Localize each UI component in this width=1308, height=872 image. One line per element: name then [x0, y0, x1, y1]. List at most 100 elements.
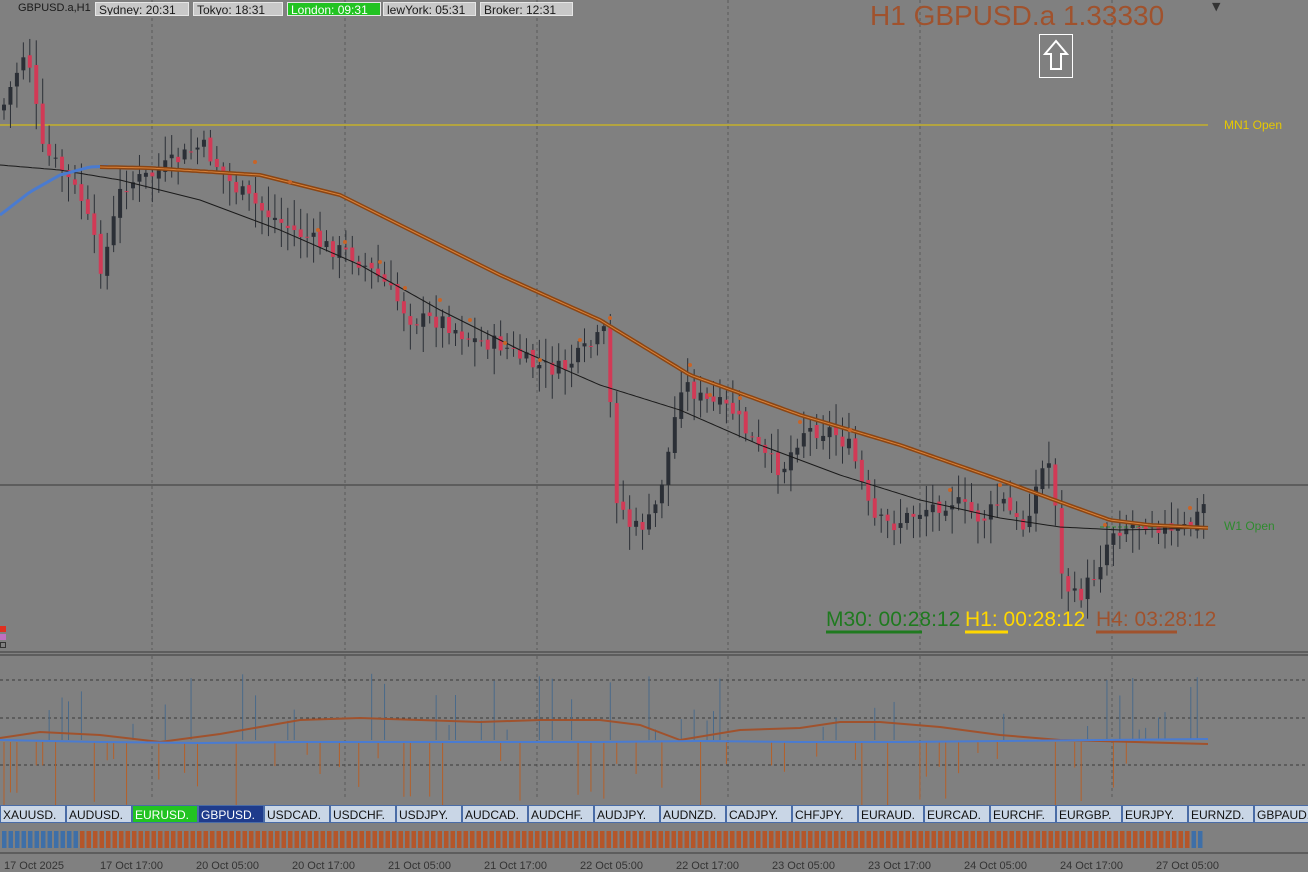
strength-cell [216, 831, 221, 848]
strength-cell [353, 831, 358, 848]
symbol-button-audchf[interactable]: AUDCHF. [528, 805, 594, 823]
candle-body [1137, 527, 1142, 529]
symbol-button-eurgbp[interactable]: EURGBP. [1056, 805, 1122, 823]
symbol-button-eurcad[interactable]: EURCAD. [924, 805, 990, 823]
symbol-button-xauusd[interactable]: XAUUSD. [0, 805, 66, 823]
symbol-button-audusd[interactable]: AUDUSD. [66, 805, 132, 823]
strength-cell [912, 831, 917, 848]
symbol-button-eurnzd[interactable]: EURNZD. [1188, 805, 1254, 823]
indicator-grid [0, 679, 1308, 766]
candle-body [47, 144, 52, 156]
strength-cell [359, 831, 364, 848]
candle-body [189, 151, 194, 153]
symbol-button-audcad[interactable]: AUDCAD. [462, 805, 528, 823]
strength-cell [405, 831, 410, 848]
candle-body [834, 425, 839, 436]
candle-body [692, 381, 697, 399]
candle-body [608, 328, 613, 403]
candle-body [588, 345, 593, 347]
candle-body [421, 313, 426, 327]
strength-cell [1009, 831, 1014, 848]
candle-body [621, 501, 626, 510]
strength-cell [587, 831, 592, 848]
strength-cell [255, 831, 260, 848]
candle-body [156, 170, 161, 179]
strength-cell [1068, 831, 1073, 848]
strength-cell [1159, 831, 1164, 848]
symbol-button-euraud[interactable]: EURAUD. [858, 805, 924, 823]
candle-body [8, 87, 13, 105]
strength-cell [470, 831, 475, 848]
candle-body [821, 435, 826, 442]
strength-cell [1042, 831, 1047, 848]
indicator-line-brown [0, 716, 1209, 745]
candle-body [1130, 524, 1135, 529]
date-label: 23 Oct 17:00 [868, 860, 931, 872]
candle-body [988, 504, 993, 520]
strength-cell [931, 831, 936, 848]
strength-cell [489, 831, 494, 848]
session-newyork: lewYork: 05:31 [383, 2, 476, 16]
symbol-button-eurjpy[interactable]: EURJPY. [1122, 805, 1188, 823]
candle-body [1046, 463, 1051, 468]
signal-dot [1188, 506, 1192, 510]
strength-cell [301, 831, 306, 848]
moving-average-brown-inner [99, 166, 1209, 529]
strength-cell [496, 831, 501, 848]
candle-body [201, 139, 206, 147]
candle-body [176, 156, 181, 163]
strength-cell [346, 831, 351, 848]
signal-dot [288, 180, 292, 184]
candle-body [208, 137, 213, 162]
chevron-down-icon[interactable]: ▼ [1212, 0, 1221, 13]
strength-cell [1055, 831, 1060, 848]
symbol-button-chfjpy[interactable]: CHFJPY. [792, 805, 858, 823]
strength-cell [977, 831, 982, 848]
up-arrow-button[interactable] [1039, 34, 1073, 78]
symbol-button-eurchf[interactable]: EURCHF. [990, 805, 1056, 823]
candle-body [447, 317, 452, 334]
candle-body [279, 219, 284, 223]
symbol-button-usdchf[interactable]: USDCHF. [330, 805, 396, 823]
strength-cell [970, 831, 975, 848]
strength-cell [626, 831, 631, 848]
indicator-bars [3, 673, 1198, 812]
candle-body [601, 326, 606, 332]
candle-body [363, 265, 368, 267]
strength-cell [1126, 831, 1131, 848]
signal-dot [848, 428, 852, 432]
symbol-button-eurusd[interactable]: EURUSD. [132, 805, 198, 823]
strength-cell [665, 831, 670, 848]
symbol-button-usdcad[interactable]: USDCAD. [264, 805, 330, 823]
symbol-button-audnzd[interactable]: AUDNZD. [660, 805, 726, 823]
strength-cell [229, 831, 234, 848]
timer-h4: H4: 03:28:12 [1096, 608, 1217, 631]
candle-body [750, 436, 755, 438]
symbol-button-gbpusd[interactable]: GBPUSD. [198, 805, 264, 823]
candle-body [260, 203, 264, 211]
symbol-button-gbpaud[interactable]: GBPAUD. [1254, 805, 1308, 823]
strength-cell [320, 831, 325, 848]
strength-cell [645, 831, 650, 848]
timer-m30: M30: 00:28:12 [826, 608, 961, 631]
strength-cell [210, 831, 215, 848]
symbol-button-cadjpy[interactable]: CADJPY. [726, 805, 792, 823]
symbol-button-usdjpy[interactable]: USDJPY. [396, 805, 462, 823]
strength-cell [184, 831, 189, 848]
date-label: 24 Oct 17:00 [1060, 860, 1123, 872]
strength-cell [548, 831, 553, 848]
strength-cell [925, 831, 930, 848]
candle-body [969, 502, 974, 513]
symbol-button-audjpy[interactable]: AUDJPY. [594, 805, 660, 823]
strength-cell [444, 831, 449, 848]
candle-body [1143, 525, 1148, 531]
strength-cell [671, 831, 676, 848]
strength-cell [28, 831, 33, 848]
candle-body [756, 436, 761, 446]
candle-body [685, 382, 690, 392]
strength-cell [99, 831, 104, 848]
candle-body [1040, 468, 1045, 490]
candle-body [550, 362, 555, 375]
strength-cell [1172, 831, 1177, 848]
